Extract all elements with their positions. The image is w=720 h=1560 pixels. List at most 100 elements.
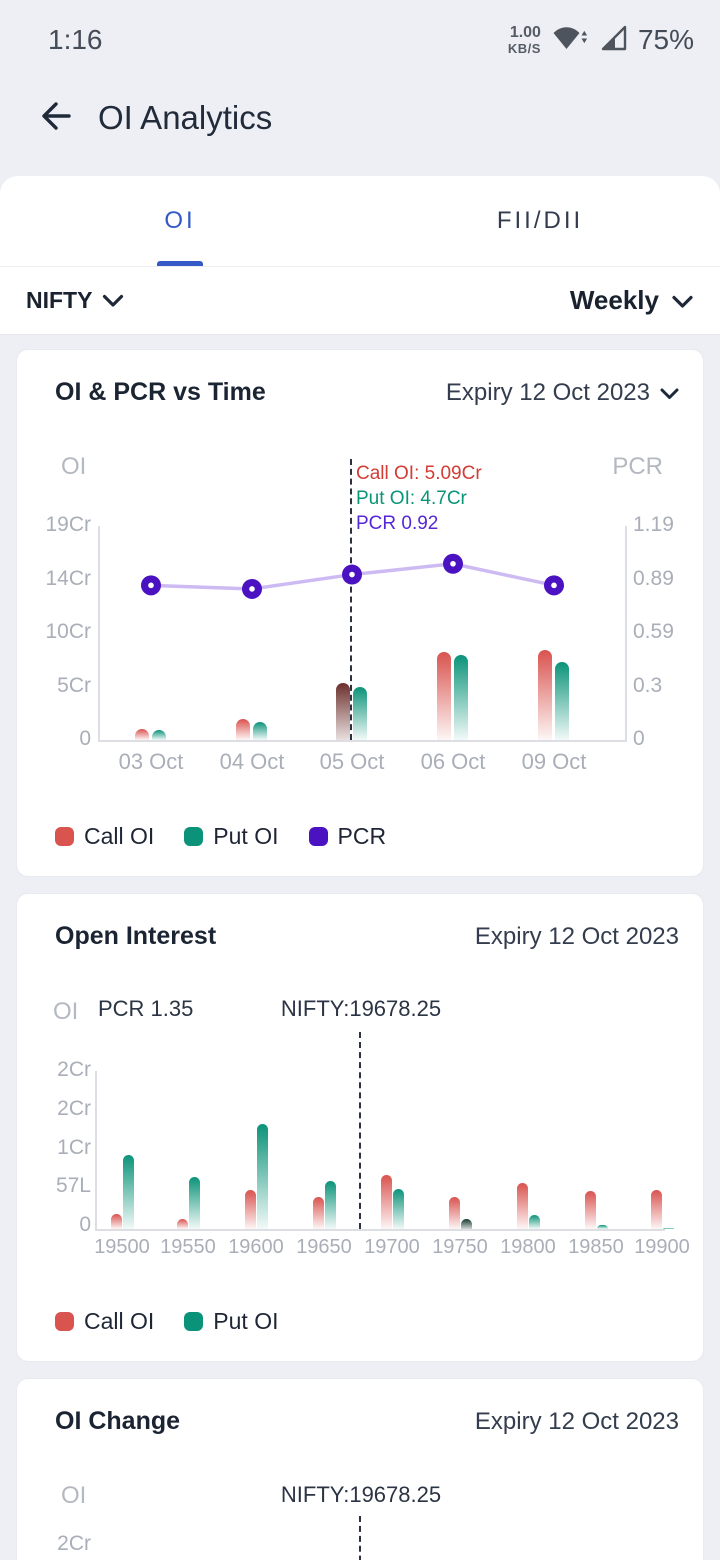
active-tab-underline <box>157 261 203 266</box>
tooltip-call-oi: Call OI: 5.09Cr <box>356 463 482 484</box>
call-bar[interactable] <box>448 1196 460 1229</box>
chart-tooltip: Call OI: 5.09Cr Put OI: 4.7Cr PCR 0.92 <box>356 461 482 536</box>
network-speed-value: 1.00 <box>509 23 541 41</box>
chevron-down-icon <box>102 287 124 314</box>
x-axis-label: 19550 <box>160 1236 216 1258</box>
legend-item-put: Put OI <box>184 1308 279 1335</box>
call-bar[interactable] <box>244 1189 256 1229</box>
tab-bar: OI FII/DII <box>0 176 720 267</box>
tab-oi[interactable]: OI <box>0 176 360 266</box>
open-interest-chart: OI PCR 1.35 NIFTY:19678.25 2Cr 2Cr 1Cr 57L 0… <box>17 982 703 1272</box>
oi-change-chart: OI NIFTY:19678.25 2Cr <box>17 1470 703 1560</box>
put-bar[interactable] <box>253 722 267 740</box>
tab-oi-label: OI <box>164 207 196 234</box>
card-title: OI Change <box>55 1407 181 1435</box>
network-speed-unit: KB/S <box>507 40 541 56</box>
put-bar[interactable] <box>188 1177 200 1229</box>
y-axis-tick: 0.3 <box>633 673 663 697</box>
y-axis-tick: 1Cr <box>57 1135 91 1159</box>
legend-label: Call OI <box>84 823 155 849</box>
x-axis-label: 19850 <box>568 1236 624 1258</box>
expiry-label: Expiry 12 Oct 2023 <box>474 1407 679 1435</box>
y-axis-tick: 57L <box>55 1174 91 1198</box>
left-axis-title: OI <box>53 998 79 1025</box>
tooltip-put-oi: Put OI: 4.7Cr <box>356 488 467 509</box>
call-bar[interactable] <box>236 718 250 740</box>
x-axis-label: 05 Oct <box>319 749 385 774</box>
put-bar[interactable] <box>528 1215 540 1229</box>
period-selector[interactable]: Weekly <box>570 285 694 316</box>
tab-fii-dii-label: FII/DII <box>496 207 584 234</box>
call-bar[interactable] <box>437 652 451 740</box>
open-interest-card: Open Interest Expiry 12 Oct 2023 OI PCR … <box>16 893 704 1362</box>
tab-fii-dii[interactable]: FII/DII <box>360 176 720 266</box>
put-bar[interactable] <box>152 730 166 740</box>
put-bar[interactable] <box>454 654 468 740</box>
pcr-point-center <box>551 582 557 589</box>
call-bar[interactable] <box>538 649 552 740</box>
network-speed: 1.00 KB/S <box>507 23 541 56</box>
oi-change-card: OI Change Expiry 12 Oct 2023 OI NIFTY:19… <box>16 1378 704 1560</box>
card-title: OI & PCR vs Time <box>55 378 266 406</box>
call-bar[interactable] <box>380 1175 392 1229</box>
status-bar: 1:16 1.00 KB/S 75% <box>0 0 720 64</box>
call-bar[interactable] <box>312 1196 324 1229</box>
put-oi-swatch <box>184 827 204 846</box>
call-bar[interactable] <box>135 728 149 740</box>
put-bar[interactable] <box>353 687 367 740</box>
symbol-selector[interactable]: NIFTY <box>26 287 124 314</box>
battery-percent: 75% <box>637 24 694 55</box>
legend-item-call: Call OI <box>55 823 154 850</box>
put-bar[interactable] <box>555 662 569 740</box>
expiry-selector[interactable]: Expiry 12 Oct 2023 <box>446 379 679 407</box>
call-oi-swatch <box>55 827 74 846</box>
y-axis-tick: 0.59 <box>633 620 674 643</box>
put-bar[interactable] <box>596 1224 608 1229</box>
call-bar[interactable] <box>176 1219 188 1229</box>
x-axis-label: 04 Oct <box>219 749 285 774</box>
pcr-value-label: PCR 1.35 <box>98 996 194 1021</box>
legend-label: Call OI <box>84 1308 155 1334</box>
pcr-line-layer <box>141 553 564 599</box>
pcr-point-center <box>249 586 255 592</box>
y-axis-tick: 14Cr <box>45 566 91 590</box>
put-oi-swatch <box>184 1312 204 1331</box>
legend-label: PCR <box>337 823 387 849</box>
pcr-swatch <box>308 827 328 846</box>
put-bar[interactable] <box>460 1219 472 1229</box>
left-axis-title: OI <box>61 1482 87 1509</box>
x-axis-label: 19500 <box>94 1236 150 1258</box>
put-bar[interactable] <box>256 1124 268 1229</box>
right-axis-line <box>625 526 627 742</box>
legend-label: Put OI <box>213 823 279 849</box>
expiry-label: Expiry 12 Oct 2023 <box>445 378 650 406</box>
oi-change-card-header: OI Change Expiry 12 Oct 2023 <box>17 1407 703 1436</box>
call-bar[interactable] <box>516 1182 528 1229</box>
y-axis-tick: 0 <box>79 1213 91 1236</box>
back-button[interactable] <box>38 99 74 138</box>
left-axis-line <box>98 526 100 742</box>
x-axis-label: 19750 <box>432 1236 488 1258</box>
y-axis-tick: 10Cr <box>45 620 91 643</box>
call-bar[interactable] <box>336 682 350 740</box>
put-bar[interactable] <box>324 1180 336 1229</box>
oi-pcr-card-header: OI & PCR vs Time Expiry 12 Oct 2023 <box>17 378 703 407</box>
x-axis-line <box>98 740 627 742</box>
x-axis-label: 06 Oct <box>420 749 486 774</box>
tooltip-dashed-line <box>350 459 352 740</box>
expiry-label: Expiry 12 Oct 2023 <box>474 922 679 950</box>
call-bar[interactable] <box>110 1214 122 1229</box>
right-axis-title: PCR <box>612 453 663 480</box>
spot-dashed-line <box>359 1516 361 1560</box>
symbol-label: NIFTY <box>26 287 93 313</box>
legend-label: Put OI <box>213 1308 279 1334</box>
x-axis-label: 19650 <box>296 1236 352 1258</box>
y-axis-tick: 19Cr <box>45 513 91 536</box>
call-bar[interactable] <box>650 1189 662 1229</box>
call-bar[interactable] <box>584 1191 596 1229</box>
tooltip-pcr: PCR 0.92 <box>356 513 439 534</box>
put-bar[interactable] <box>392 1189 404 1229</box>
put-bar[interactable] <box>662 1228 674 1229</box>
put-bar[interactable] <box>122 1154 134 1229</box>
